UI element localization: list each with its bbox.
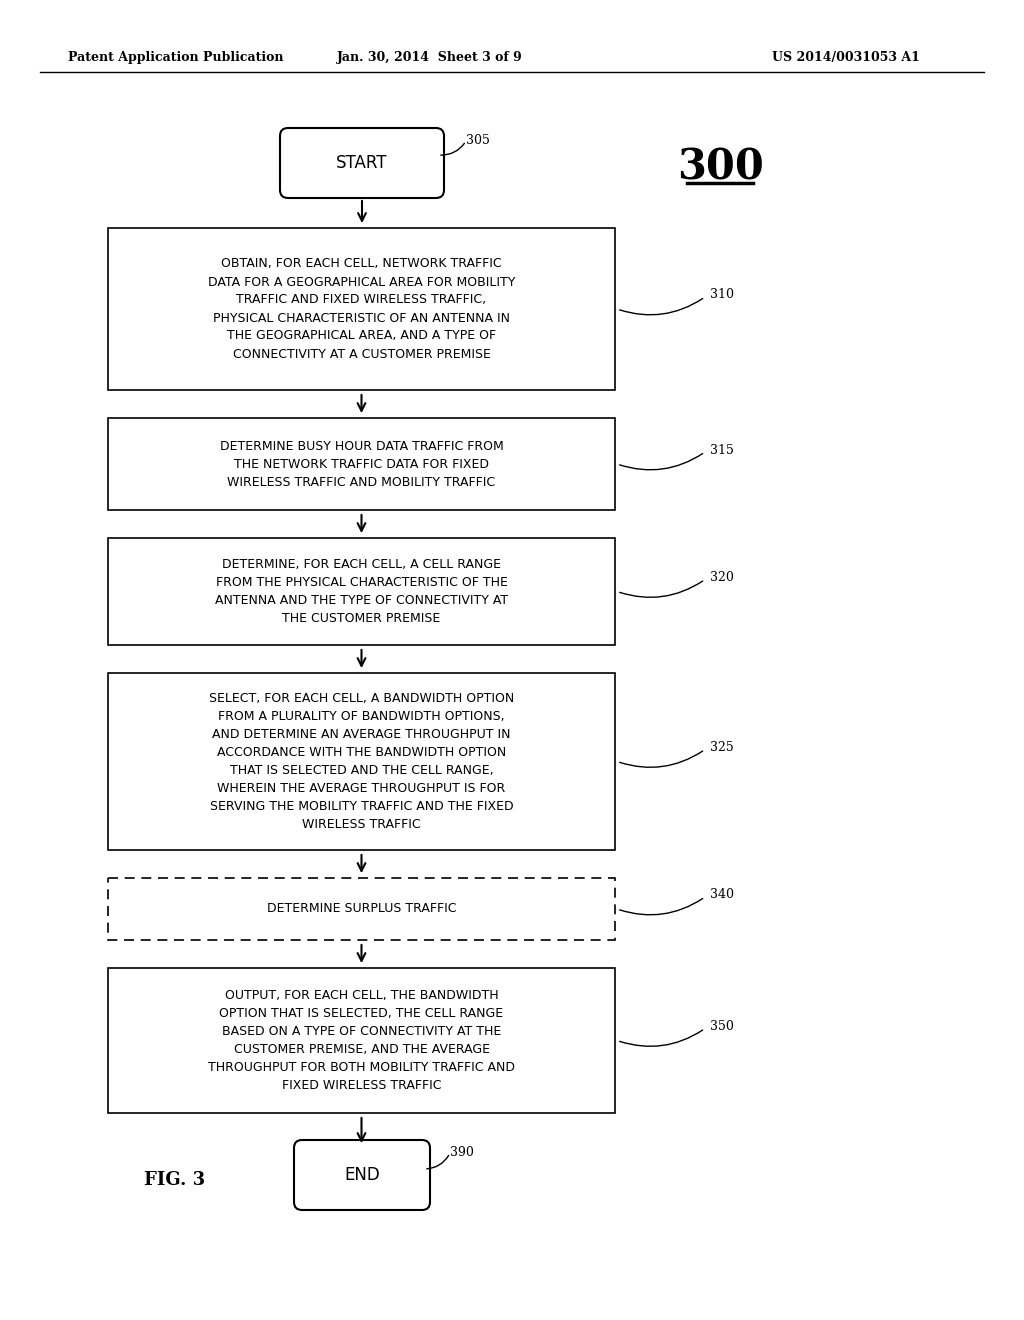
Text: OUTPUT, FOR EACH CELL, THE BANDWIDTH
OPTION THAT IS SELECTED, THE CELL RANGE
BAS: OUTPUT, FOR EACH CELL, THE BANDWIDTH OPT…: [208, 989, 515, 1092]
Text: 315: 315: [710, 444, 734, 457]
FancyBboxPatch shape: [108, 228, 615, 389]
Text: 300: 300: [677, 147, 764, 189]
Text: DETERMINE, FOR EACH CELL, A CELL RANGE
FROM THE PHYSICAL CHARACTERISTIC OF THE
A: DETERMINE, FOR EACH CELL, A CELL RANGE F…: [215, 558, 508, 624]
Text: 305: 305: [466, 135, 489, 148]
Text: 320: 320: [710, 572, 734, 583]
FancyBboxPatch shape: [108, 878, 615, 940]
FancyBboxPatch shape: [108, 968, 615, 1113]
Text: 340: 340: [710, 888, 734, 902]
Text: US 2014/0031053 A1: US 2014/0031053 A1: [772, 51, 920, 65]
FancyBboxPatch shape: [280, 128, 444, 198]
Text: FIG. 3: FIG. 3: [144, 1171, 206, 1189]
Text: END: END: [344, 1166, 380, 1184]
Text: SELECT, FOR EACH CELL, A BANDWIDTH OPTION
FROM A PLURALITY OF BANDWIDTH OPTIONS,: SELECT, FOR EACH CELL, A BANDWIDTH OPTIO…: [209, 692, 514, 832]
Text: 310: 310: [710, 289, 734, 301]
Text: Patent Application Publication: Patent Application Publication: [68, 51, 284, 65]
FancyBboxPatch shape: [108, 673, 615, 850]
Text: 350: 350: [710, 1020, 734, 1034]
Text: DETERMINE BUSY HOUR DATA TRAFFIC FROM
THE NETWORK TRAFFIC DATA FOR FIXED
WIRELES: DETERMINE BUSY HOUR DATA TRAFFIC FROM TH…: [219, 440, 504, 488]
Text: 390: 390: [450, 1147, 474, 1159]
Text: OBTAIN, FOR EACH CELL, NETWORK TRAFFIC
DATA FOR A GEOGRAPHICAL AREA FOR MOBILITY: OBTAIN, FOR EACH CELL, NETWORK TRAFFIC D…: [208, 257, 515, 360]
Text: 325: 325: [710, 741, 734, 754]
FancyBboxPatch shape: [108, 539, 615, 645]
FancyBboxPatch shape: [294, 1140, 430, 1210]
Text: START: START: [336, 154, 388, 172]
FancyBboxPatch shape: [108, 418, 615, 510]
Text: Jan. 30, 2014  Sheet 3 of 9: Jan. 30, 2014 Sheet 3 of 9: [337, 51, 523, 65]
Text: DETERMINE SURPLUS TRAFFIC: DETERMINE SURPLUS TRAFFIC: [266, 903, 457, 916]
